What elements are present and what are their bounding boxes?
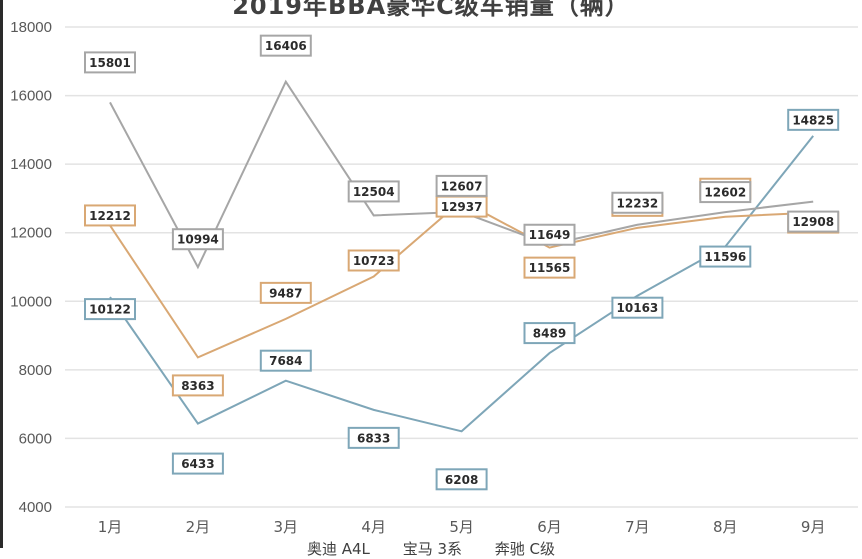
data-label: 9487 (269, 286, 302, 300)
legend-item-audi: 奥迪 A4L (306, 540, 370, 558)
data-label: 11649 (529, 228, 571, 242)
data-label-box (523, 256, 576, 279)
data-label-box (84, 204, 136, 227)
data-label: 12602 (704, 186, 746, 200)
x-tick-label: 4月 (361, 518, 386, 536)
series-line (109, 199, 814, 359)
y-tick-label: 8000 (19, 362, 52, 379)
x-tick-label: 7月 (625, 518, 650, 536)
y-tick-label: 10000 (10, 293, 52, 310)
y-tick-label: 12000 (10, 225, 52, 242)
data-label: 12212 (89, 209, 131, 223)
data-label: 11596 (704, 250, 746, 264)
data-label-box (171, 452, 224, 475)
data-label: 6433 (181, 457, 214, 471)
legend: 奥迪 A4L 宝马 3系 奔驰 C级 (0, 538, 862, 559)
data-label-box (787, 210, 840, 233)
data-label: 12232 (617, 196, 659, 210)
data-label: 10994 (177, 233, 219, 247)
y-tick-label: 14000 (10, 156, 52, 173)
data-label: 10723 (353, 254, 395, 268)
data-label: 16406 (265, 39, 307, 53)
data-label: 10163 (617, 301, 659, 315)
data-label-box (347, 426, 400, 449)
data-label-box (171, 228, 224, 251)
legend-item-benz: 奔驰 C级 (494, 540, 556, 558)
data-label: 12607 (441, 179, 483, 193)
data-label-box (171, 374, 224, 397)
legend-item-bmw: 宝马 3系 (402, 540, 462, 558)
y-tick-label: 4000 (19, 499, 52, 516)
x-tick-label: 8月 (713, 518, 738, 536)
data-label-box (347, 180, 400, 203)
data-label: 8363 (181, 379, 214, 393)
x-tick-label: 9月 (801, 518, 826, 536)
data-label: 6208 (445, 473, 478, 487)
data-label-box (435, 468, 488, 491)
data-label-box (84, 298, 136, 321)
data-label: 15801 (89, 56, 131, 70)
data-label-box (347, 249, 400, 272)
data-label-box (787, 108, 840, 131)
data-label-box (523, 322, 576, 345)
x-tick-label: 3月 (274, 518, 299, 536)
data-label: 12937 (441, 200, 483, 214)
data-label-box (84, 51, 136, 74)
data-label: 10122 (89, 303, 131, 317)
data-label: 12504 (353, 185, 395, 199)
y-tick-label: 18000 (10, 19, 52, 36)
data-label-box (435, 174, 488, 197)
data-label: 11565 (529, 261, 571, 275)
x-tick-label: 6月 (537, 518, 562, 536)
data-label: 7684 (269, 354, 302, 368)
data-label: 12908 (792, 215, 834, 229)
data-label-box (699, 245, 752, 268)
data-label: 8489 (533, 327, 566, 341)
y-tick-label: 6000 (19, 430, 52, 447)
data-label-box (259, 34, 312, 57)
series-line (109, 135, 814, 433)
data-label-box (259, 349, 312, 372)
data-label-box (611, 191, 664, 214)
data-label-box (523, 223, 576, 246)
data-label-box (259, 281, 312, 304)
x-tick-label: 2月 (186, 518, 211, 536)
x-tick-label: 1月 (98, 518, 123, 536)
data-label-box (699, 181, 752, 204)
data-label: 6833 (357, 431, 390, 445)
x-tick-label: 5月 (449, 518, 474, 536)
y-tick-label: 16000 (10, 88, 52, 105)
data-label-box (611, 296, 664, 319)
data-label: 14825 (792, 113, 834, 127)
left-border (0, 0, 3, 548)
chart-title: 2019年BBA豪华C级车销量（辆） (232, 0, 630, 20)
